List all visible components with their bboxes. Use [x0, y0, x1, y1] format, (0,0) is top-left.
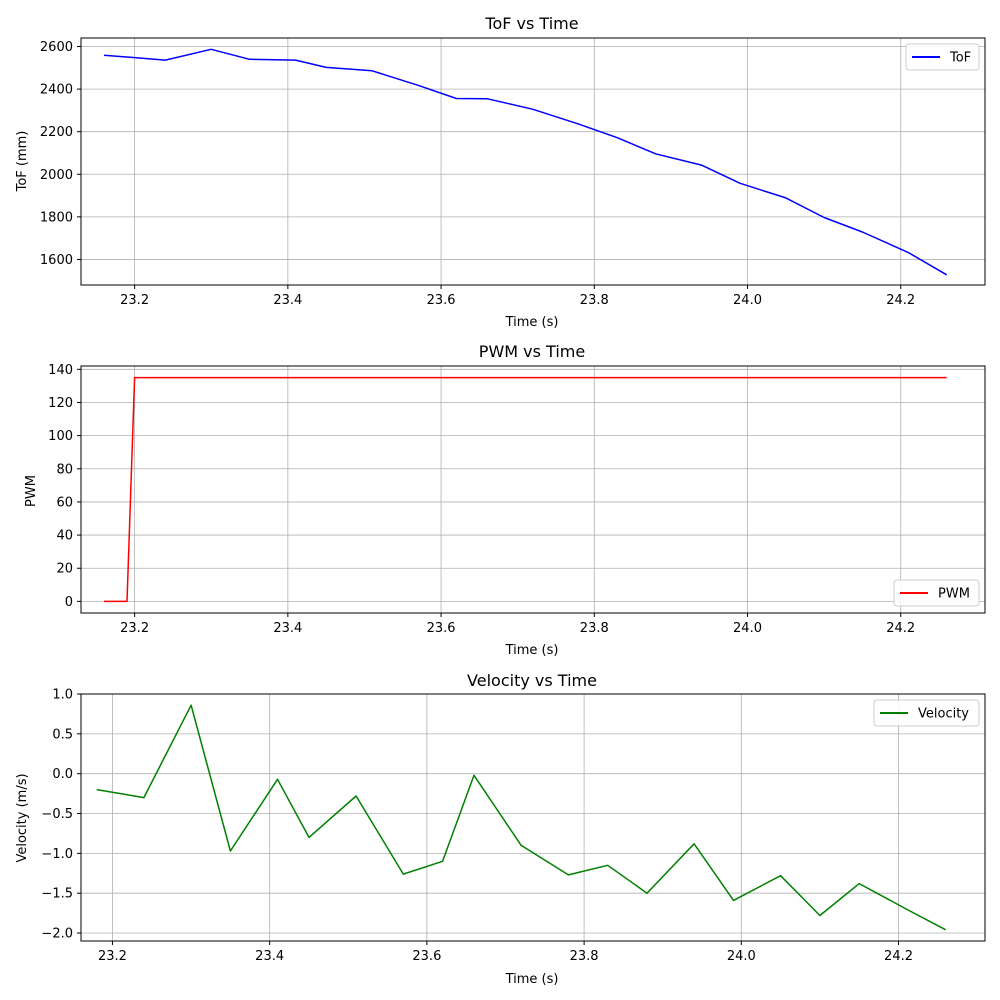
x-tick-label: 23.2 [98, 949, 127, 964]
plot-area: 23.2 23.4 23.6 23.8 24.0 24.2 −2.0 −1.5 −1.0 −0.5… [41, 688, 986, 964]
series-line-tof [103, 48, 948, 276]
x-axis-label: Time (s) [505, 972, 559, 987]
y-axis-label: ToF (mm) [15, 131, 30, 193]
chart-title: Velocity vs Time [467, 671, 597, 690]
series-line-pwm [104, 376, 947, 603]
y-tick-label: 1800 [40, 210, 73, 225]
y-tick-label: −1.0 [41, 847, 73, 862]
x-tick-label: 23.6 [427, 621, 456, 636]
legend-box [893, 579, 980, 607]
x-tick-label: 23.8 [580, 293, 609, 308]
subplot-pwm: PWM vs Time Time (s) PWM [24, 342, 585, 658]
y-tick-label: 120 [48, 396, 73, 411]
x-tick-label: 24.0 [733, 621, 762, 636]
x-tick-label: 23.8 [570, 949, 599, 964]
axes-frame [80, 365, 986, 614]
y-tick-label: 100 [48, 429, 73, 444]
plot-area: 23.2 23.4 23.6 23.8 24.0 24.2 0 20 40 60 80 100 120 1… [48, 363, 986, 636]
y-tick-label: −2.0 [41, 927, 73, 942]
y-tick-label: 20 [56, 562, 73, 577]
y-tick-label: 140 [48, 363, 73, 378]
y-tick-label: 1.0 [52, 688, 73, 703]
legend: PWM [893, 579, 980, 607]
chart-title: PWM vs Time [479, 342, 585, 361]
x-axis-label: Time (s) [505, 643, 559, 658]
y-tick-label: 0 [65, 595, 73, 610]
y-tick-label: 80 [56, 462, 73, 477]
x-tick-label: 23.2 [120, 621, 149, 636]
y-tick-label: 0.5 [52, 727, 73, 742]
x-tick-label: 23.8 [580, 621, 609, 636]
x-tick-label: 23.4 [273, 293, 302, 308]
chart-title: ToF vs Time [484, 14, 578, 33]
legend-box [905, 43, 980, 71]
x-tick-label: 24.2 [884, 949, 913, 964]
subplot-velocity: Velocity vs Time Time (s) Velocity (m/s) [15, 671, 597, 987]
y-tick-label: −1.5 [41, 887, 73, 902]
plot-area: 23.2 23.4 23.6 23.8 24.0 24.2 1600 1800 2000 2200… [40, 37, 986, 308]
x-tick-label: 23.4 [255, 949, 284, 964]
y-tick-label: 2400 [40, 83, 73, 98]
x-tick-label: 24.2 [886, 293, 915, 308]
y-tick-label: 1600 [40, 253, 73, 268]
y-tick-label: 2200 [40, 125, 73, 140]
x-tick-label: 23.6 [412, 949, 441, 964]
x-tick-label: 23.2 [120, 293, 149, 308]
y-tick-label: −0.5 [41, 807, 73, 822]
axes-frame [80, 37, 986, 286]
legend-label: Velocity [918, 707, 969, 722]
x-tick-label: 24.0 [727, 949, 756, 964]
y-tick-label: 60 [56, 495, 73, 510]
y-tick-label: 0.0 [52, 767, 73, 782]
subplot-tof: ToF vs Time Time (s) ToF (mm) [15, 14, 579, 330]
x-tick-label: 23.6 [427, 293, 456, 308]
legend-box [873, 699, 980, 727]
legend-label: ToF [949, 51, 971, 66]
axes-frame [80, 693, 986, 942]
series-line-velocity [96, 704, 947, 931]
y-tick-label: 2000 [40, 168, 73, 183]
x-axis-label: Time (s) [505, 315, 559, 330]
legend: Velocity [873, 699, 980, 727]
legend-label: PWM [938, 587, 970, 602]
y-axis-label: Velocity (m/s) [15, 773, 30, 862]
legend: ToF [905, 43, 980, 71]
y-axis-label: PWM [24, 475, 39, 507]
y-tick-label: 2600 [40, 40, 73, 55]
y-tick-label: 40 [56, 529, 73, 544]
x-tick-label: 24.0 [733, 293, 762, 308]
x-tick-label: 24.2 [886, 621, 915, 636]
x-tick-label: 23.4 [273, 621, 302, 636]
